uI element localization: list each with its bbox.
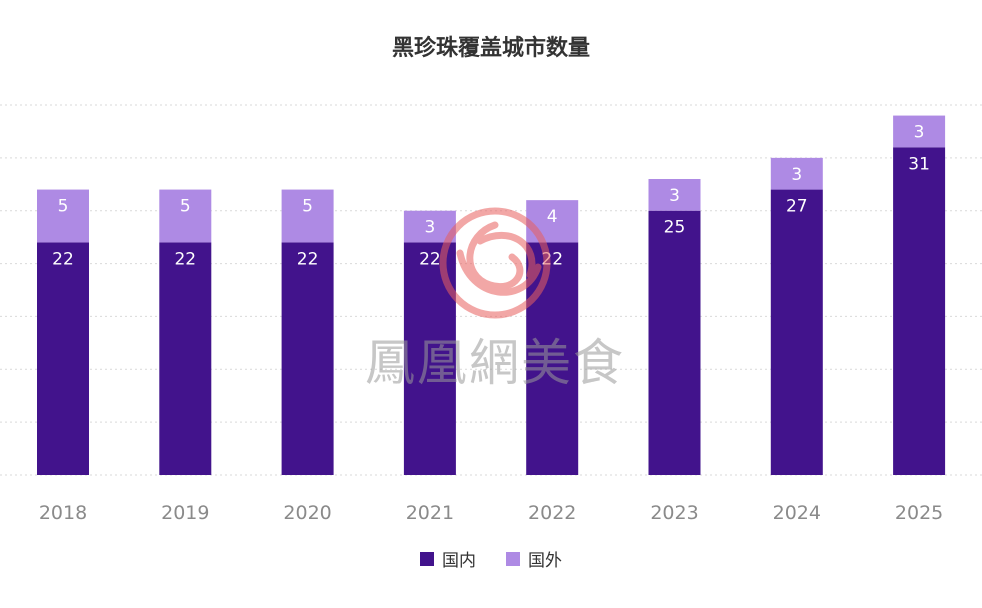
bar-domestic-2024 bbox=[770, 189, 823, 476]
data-label-overseas-2021: 3 bbox=[424, 218, 435, 238]
x-tick-label-2019: 2019 bbox=[161, 502, 209, 524]
data-label-domestic-2018: 22 bbox=[52, 249, 74, 269]
bar-domestic-2025 bbox=[893, 147, 946, 476]
data-label-domestic-2025: 31 bbox=[908, 154, 930, 174]
bar-domestic-2020 bbox=[281, 242, 334, 475]
bar-overseas-2020 bbox=[281, 189, 334, 243]
legend: 国内 国外 bbox=[0, 546, 982, 571]
bar-overseas-2018 bbox=[37, 189, 89, 243]
data-label-overseas-2022: 4 bbox=[547, 207, 558, 227]
data-label-domestic-2019: 22 bbox=[174, 249, 196, 269]
data-label-overseas-2020: 5 bbox=[302, 197, 313, 217]
bar-domestic-2018 bbox=[37, 242, 89, 475]
x-tick-label-2023: 2023 bbox=[650, 502, 698, 524]
data-label-overseas-2019: 5 bbox=[180, 197, 191, 217]
data-label-domestic-2021: 22 bbox=[419, 249, 441, 269]
x-tick-label-2020: 2020 bbox=[283, 502, 331, 524]
data-label-domestic-2024: 27 bbox=[786, 197, 808, 217]
x-axis-ticks: 2018 2019 2020 2021 2022 2023 2024 2025 bbox=[39, 502, 943, 524]
bar-overseas-2023 bbox=[648, 179, 701, 211]
x-tick-label-2024: 2024 bbox=[773, 502, 821, 524]
x-tick-label-2018: 2018 bbox=[39, 502, 87, 524]
legend-swatch bbox=[420, 551, 434, 566]
data-label-overseas-2018: 5 bbox=[58, 197, 69, 217]
x-tick-label-2021: 2021 bbox=[406, 502, 454, 524]
bar-overseas-2019 bbox=[159, 189, 212, 243]
data-label-overseas-2025: 3 bbox=[914, 123, 925, 143]
bar-domestic-2021 bbox=[403, 242, 456, 475]
legend-label: 国外 bbox=[528, 551, 562, 571]
bars bbox=[37, 115, 946, 476]
bar-domestic-2019 bbox=[159, 242, 212, 475]
legend-swatch bbox=[506, 551, 520, 566]
x-tick-label-2025: 2025 bbox=[895, 502, 943, 524]
gridlines bbox=[0, 104, 982, 476]
legend-item-overseas: 国外 bbox=[506, 546, 562, 571]
data-label-overseas-2024: 3 bbox=[791, 165, 802, 185]
data-label-domestic-2022: 22 bbox=[541, 249, 563, 269]
data-label-domestic-2020: 22 bbox=[297, 249, 319, 269]
bar-domestic-2023 bbox=[648, 210, 701, 475]
legend-item-domestic: 国内 bbox=[420, 546, 476, 571]
bar-overseas-2025 bbox=[893, 115, 946, 148]
data-label-domestic-2023: 25 bbox=[664, 218, 686, 238]
bar-domestic-2022 bbox=[526, 242, 579, 475]
chart-title: 黑珍珠覆盖城市数量 bbox=[391, 36, 590, 61]
x-tick-label-2022: 2022 bbox=[528, 502, 576, 524]
bar-overseas-2024 bbox=[770, 157, 823, 190]
data-label-overseas-2023: 3 bbox=[669, 186, 680, 206]
legend-label: 国内 bbox=[442, 551, 476, 571]
